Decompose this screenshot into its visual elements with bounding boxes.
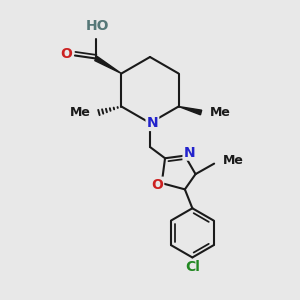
- Text: N: N: [184, 146, 195, 160]
- Text: O: O: [151, 178, 163, 192]
- Text: HO: HO: [86, 20, 109, 33]
- Text: N: N: [147, 116, 158, 130]
- Text: Me: Me: [223, 154, 243, 167]
- Polygon shape: [95, 56, 122, 74]
- Text: Cl: Cl: [185, 260, 200, 274]
- Text: Me: Me: [70, 106, 91, 119]
- Text: Me: Me: [209, 106, 230, 119]
- Polygon shape: [178, 106, 202, 115]
- Text: O: O: [61, 47, 73, 61]
